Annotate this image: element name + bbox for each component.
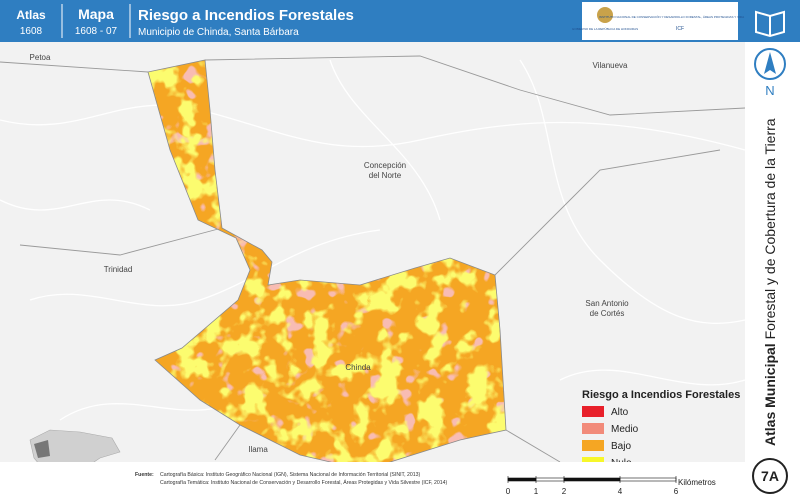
title: Riesgo a Incendios Forestales bbox=[138, 7, 354, 24]
source-line: Cartografía Temática: Instituto Nacional… bbox=[160, 479, 448, 486]
place-label: Petoa bbox=[30, 53, 51, 62]
scale-segment bbox=[619, 477, 677, 482]
legend-swatch bbox=[582, 423, 604, 434]
scale-tick-label: 4 bbox=[618, 487, 623, 496]
map-label: Mapa bbox=[78, 6, 114, 22]
north-arrow bbox=[764, 52, 776, 74]
legend: Riesgo a Incendios Forestales Alto Medio B… bbox=[582, 389, 740, 469]
scale-segment bbox=[535, 477, 565, 482]
place-label: Trinidad bbox=[104, 265, 133, 274]
atlas-label: Atlas bbox=[16, 8, 46, 22]
legend-label: Medio bbox=[611, 424, 639, 435]
scale-segment bbox=[507, 477, 537, 482]
logo-institute: INSTITUTO NACIONAL DE CONSERVACIÓN Y DES… bbox=[599, 14, 761, 19]
place-label: Vilanueva bbox=[593, 61, 629, 70]
side-title: Atlas Municipal Forestal y de Cobertura … bbox=[762, 118, 778, 446]
book-icon bbox=[755, 10, 785, 38]
map-number: 1608 - 07 bbox=[75, 26, 118, 37]
place-label: Ilama bbox=[248, 445, 268, 454]
sheet-circle bbox=[752, 458, 788, 494]
atlas-number: 1608 bbox=[20, 26, 43, 37]
legend-title: Riesgo a Incendios Forestales bbox=[582, 389, 740, 401]
logo-government: GOBIERNO DE LA REPÚBLICA DE HONDURAS bbox=[572, 26, 638, 31]
logo-emblem bbox=[597, 7, 613, 23]
logo-acronym: ICF bbox=[676, 26, 684, 32]
municipality-outline bbox=[147, 59, 507, 471]
place-label: San Antonio de Cortés bbox=[585, 299, 629, 318]
scale-unit: Kilómetros bbox=[678, 478, 716, 487]
legend-swatch bbox=[582, 406, 604, 417]
north-circle bbox=[754, 48, 786, 80]
north-label: N bbox=[765, 83, 774, 98]
legend-swatch bbox=[582, 440, 604, 451]
scale-tick-label: 0 bbox=[506, 487, 511, 496]
scale-segment bbox=[563, 477, 621, 482]
sheet-number: 7A bbox=[761, 468, 779, 484]
subtitle: Municipio de Chinda, Santa Bárbara bbox=[138, 27, 299, 38]
roads bbox=[0, 59, 746, 421]
legend-label: Bajo bbox=[611, 441, 631, 452]
source-label: Fuente: bbox=[135, 472, 154, 478]
place-label: Chinda bbox=[345, 363, 371, 372]
legend-label: Alto bbox=[611, 407, 629, 418]
scale-tick-label: 1 bbox=[534, 487, 539, 496]
boundaries bbox=[0, 55, 746, 463]
source-line: Cartografía Básica: Instituto Geográfico… bbox=[160, 472, 421, 478]
scale-tick-label: 6 bbox=[674, 487, 679, 496]
place-label: Concepción del Norte bbox=[364, 161, 406, 180]
scale-bar: Kilómetros 0 1 2 4 6 bbox=[506, 476, 716, 496]
scale-tick-label: 2 bbox=[562, 487, 567, 496]
